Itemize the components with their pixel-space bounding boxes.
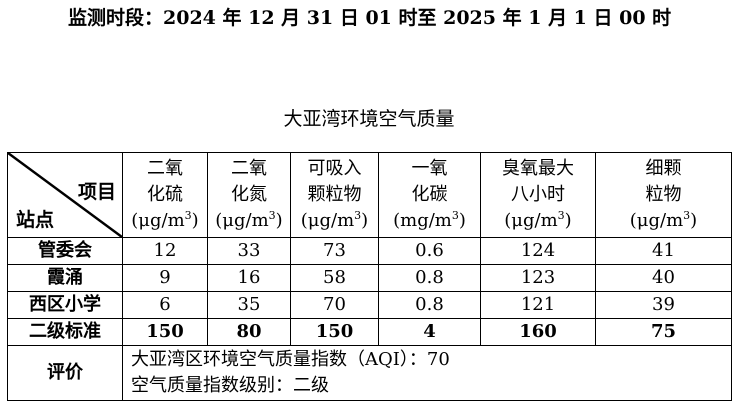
station-cell: 管委会 xyxy=(7,237,123,265)
value-cell: 58 xyxy=(290,264,379,292)
header-row: 项目 站点 二氧 化硫 (μg/m3) 二氧 化氮 (μg/m3) 可吸入 颗粒… xyxy=(7,152,732,238)
value-cell: 123 xyxy=(480,264,596,292)
standard-value: 150 xyxy=(290,318,379,346)
monitoring-period: 监测时段：2024 年 12 月 31 日 01 时至 2025 年 1 月 1… xyxy=(68,7,672,29)
table-title: 大亚湾环境空气质量 xyxy=(283,108,455,130)
table-row: 霞涌 9 16 58 0.8 123 40 xyxy=(7,264,732,292)
diagonal-line xyxy=(8,153,122,237)
value-cell: 40 xyxy=(595,264,732,292)
evaluation-row: 评价 大亚湾区环境空气质量指数（AQI）：70 空气质量指数级别：二级 xyxy=(7,345,732,401)
item-label: 项目 xyxy=(77,181,116,203)
value-cell: 35 xyxy=(207,291,291,319)
diagonal-header-cell: 项目 站点 xyxy=(7,152,123,238)
header-o3-8h: 臭氧最大 八小时 (μg/m3) xyxy=(480,152,596,238)
header-no2: 二氧 化氮 (μg/m3) xyxy=(207,152,291,238)
table-row: 管委会 12 33 73 0.6 124 41 xyxy=(7,237,732,265)
station-cell: 霞涌 xyxy=(7,264,123,292)
station-label: 站点 xyxy=(16,209,55,231)
standard-value: 4 xyxy=(378,318,481,346)
value-cell: 0.8 xyxy=(378,291,481,319)
header-pm25: 细颗 粒物 (μg/m3) xyxy=(595,152,732,238)
station-cell: 西区小学 xyxy=(7,291,123,319)
value-cell: 0.8 xyxy=(378,264,481,292)
evaluation-label: 评价 xyxy=(7,345,123,401)
standard-value: 75 xyxy=(595,318,732,346)
standard-value: 160 xyxy=(480,318,596,346)
header-co: 一氧 化碳 (mg/m3) xyxy=(378,152,481,238)
evaluation-content: 大亚湾区环境空气质量指数（AQI）：70 空气质量指数级别：二级 xyxy=(122,345,732,401)
standard-row: 二级标准 150 80 150 4 160 75 xyxy=(7,318,732,346)
table-row: 西区小学 6 35 70 0.8 121 39 xyxy=(7,291,732,319)
value-cell: 16 xyxy=(207,264,291,292)
value-cell: 70 xyxy=(290,291,379,319)
value-cell: 41 xyxy=(595,237,732,265)
standard-label: 二级标准 xyxy=(7,318,123,346)
value-cell: 121 xyxy=(480,291,596,319)
aqi-level-line: 空气质量指数级别：二级 xyxy=(131,375,329,396)
value-cell: 73 xyxy=(290,237,379,265)
header-pm10: 可吸入 颗粒物 (μg/m3) xyxy=(290,152,379,238)
value-cell: 0.6 xyxy=(378,237,481,265)
value-cell: 6 xyxy=(122,291,208,319)
value-cell: 124 xyxy=(480,237,596,265)
header-so2: 二氧 化硫 (μg/m3) xyxy=(122,152,208,238)
value-cell: 39 xyxy=(595,291,732,319)
value-cell: 33 xyxy=(207,237,291,265)
value-cell: 12 xyxy=(122,237,208,265)
air-quality-table: 项目 站点 二氧 化硫 (μg/m3) 二氧 化氮 (μg/m3) 可吸入 颗粒… xyxy=(7,152,732,401)
standard-value: 150 xyxy=(122,318,208,346)
value-cell: 9 xyxy=(122,264,208,292)
standard-value: 80 xyxy=(207,318,291,346)
aqi-line: 大亚湾区环境空气质量指数（AQI）：70 xyxy=(131,349,450,370)
